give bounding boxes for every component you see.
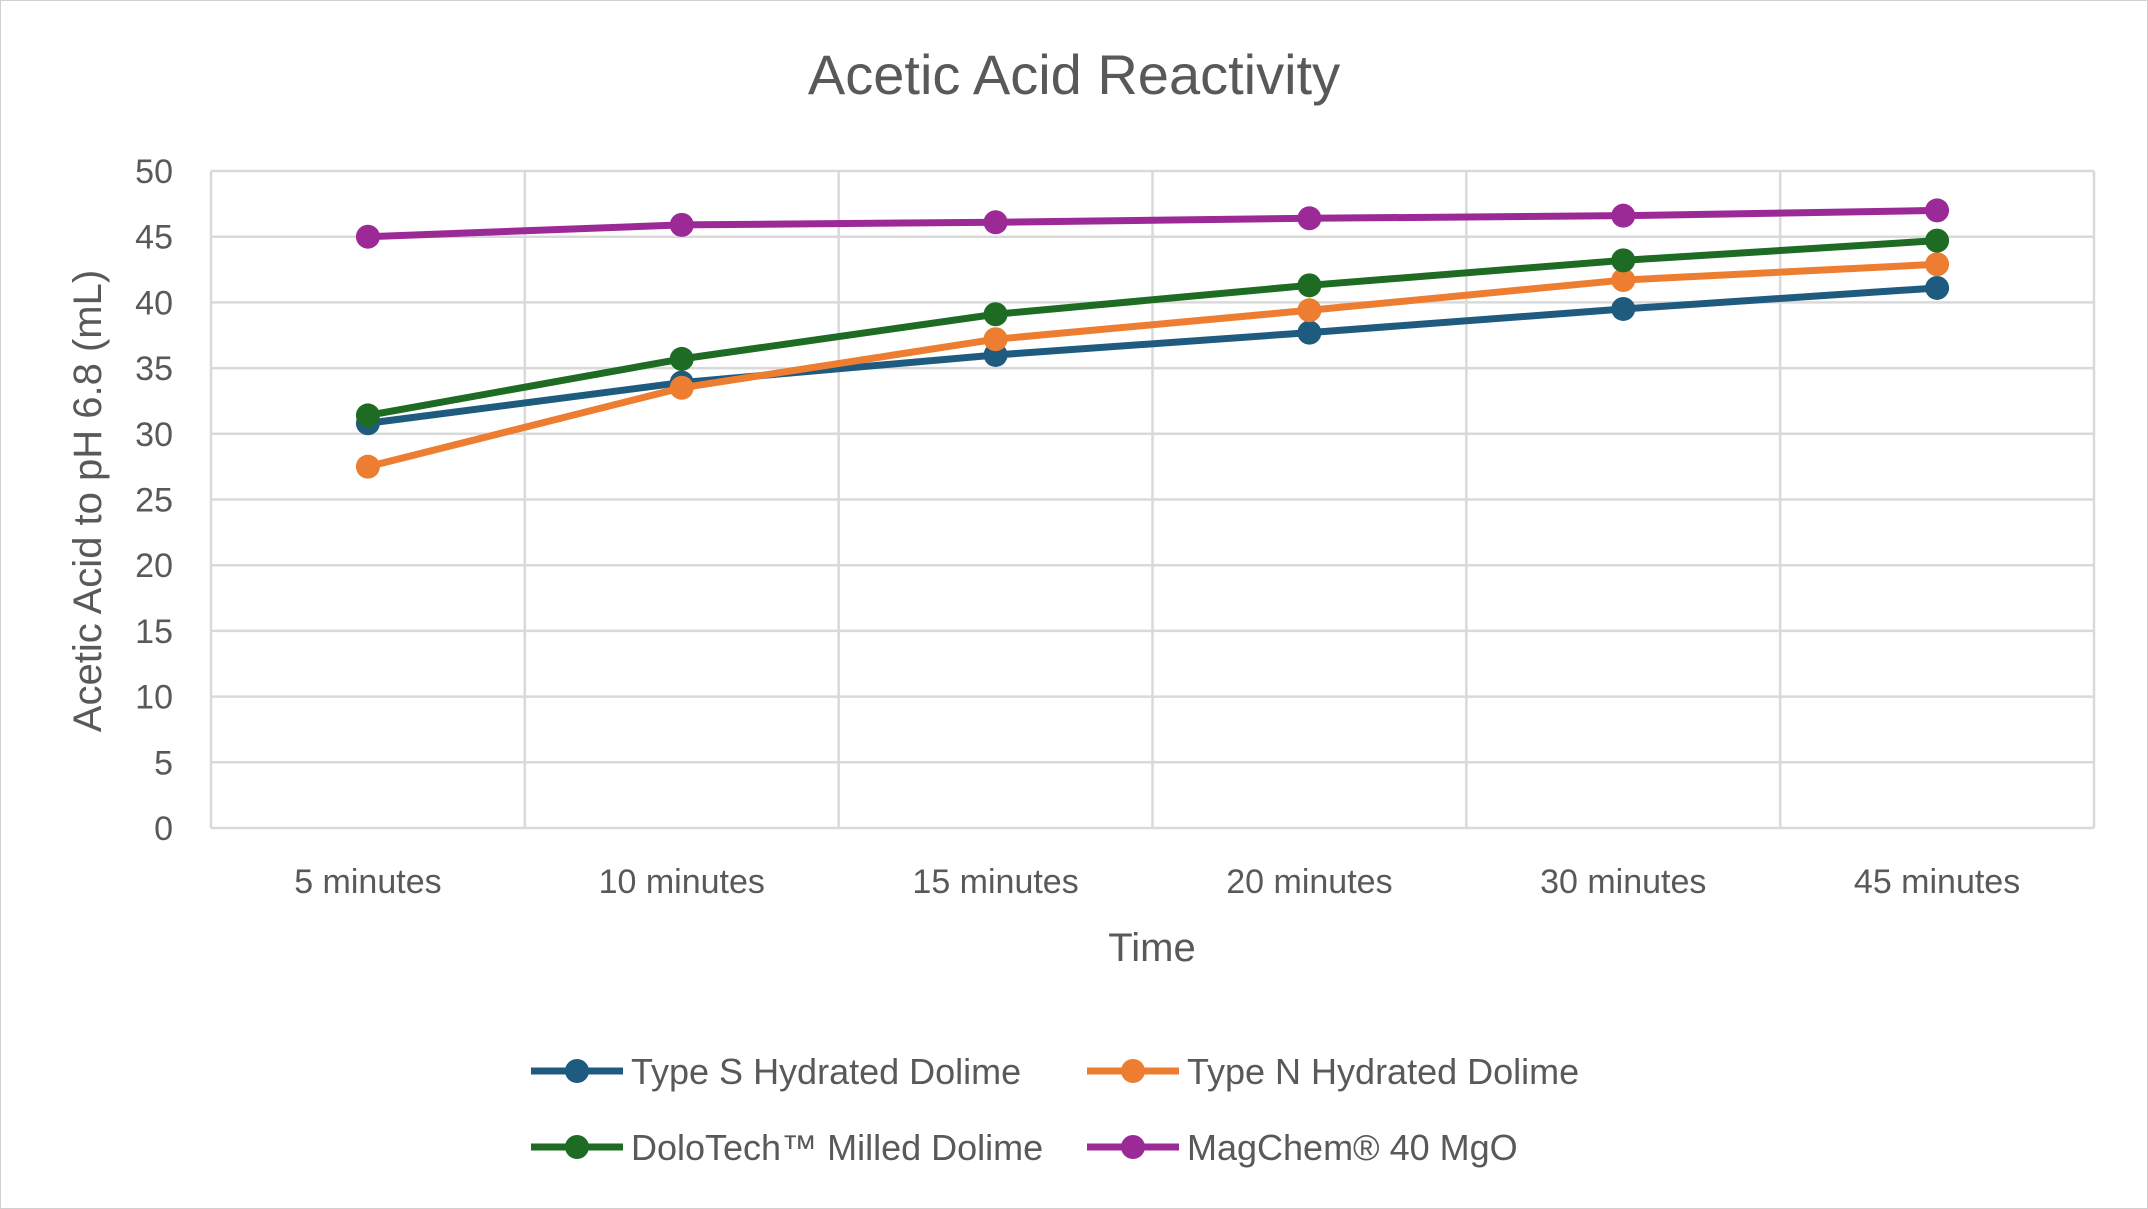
- legend-swatch-marker-3: [1121, 1135, 1145, 1159]
- y-tick-label-5: 25: [135, 482, 173, 520]
- data-point-3-4: [1611, 203, 1636, 228]
- legend-swatch-marker-1: [1121, 1059, 1145, 1083]
- y-tick-label-1: 5: [154, 744, 173, 782]
- data-point-2-4: [1611, 248, 1636, 273]
- y-tick-label-7: 35: [135, 350, 173, 388]
- legend-label-1: Type N Hydrated Dolime: [1187, 1051, 1579, 1092]
- y-tick-label-0: 0: [154, 810, 173, 848]
- data-point-0-5: [1925, 275, 1950, 300]
- legend-item-3: MagChem® 40 MgO: [1087, 1127, 1518, 1168]
- legend-item-1: Type N Hydrated Dolime: [1087, 1051, 1579, 1092]
- data-point-2-3: [1297, 273, 1322, 298]
- gridlines: [209, 169, 2096, 830]
- y-axis-ticks: 0 5 10 15 20 25 30 35 40 45 50: [135, 153, 173, 848]
- data-point-3-1: [669, 212, 694, 237]
- legend-label-3: MagChem® 40 MgO: [1187, 1127, 1518, 1168]
- legend-label-2: DoloTech™ Milled Dolime: [631, 1127, 1043, 1168]
- y-tick-label-9: 45: [135, 219, 173, 257]
- legend-label-0: Type S Hydrated Dolime: [631, 1051, 1021, 1092]
- data-point-1-0: [355, 454, 380, 479]
- data-point-2-2: [983, 302, 1008, 327]
- y-tick-label-2: 10: [135, 679, 173, 717]
- y-tick-label-4: 20: [135, 547, 173, 585]
- legend-item-0: Type S Hydrated Dolime: [531, 1051, 1021, 1092]
- chart-title: Acetic Acid Reactivity: [808, 43, 1340, 106]
- series-line-0: [364, 284, 1941, 427]
- y-axis-label: Acetic Acid to pH 6.8 (mL): [66, 270, 110, 732]
- y-tick-label-10: 50: [135, 153, 173, 191]
- x-axis-ticks: 5 minutes 10 minutes 15 minutes 20 minutes 3…: [294, 863, 2020, 901]
- data-point-2-5: [1925, 228, 1950, 253]
- series-line-3: [364, 206, 1941, 241]
- data-point-1-3: [1297, 298, 1322, 323]
- data-point-0-3: [1297, 320, 1322, 345]
- x-tick-label-1: 10 minutes: [599, 863, 765, 901]
- series-line-2: [364, 237, 1941, 419]
- series-2: [355, 228, 1950, 428]
- data-point-1-5: [1925, 252, 1950, 277]
- y-tick-label-6: 30: [135, 416, 173, 454]
- legend-swatch-marker-2: [565, 1135, 589, 1159]
- series-1: [355, 252, 1950, 479]
- data-point-1-1: [669, 375, 694, 400]
- series-3: [355, 198, 1950, 249]
- data-point-3-5: [1925, 198, 1950, 223]
- data-point-0-4: [1611, 296, 1636, 321]
- x-tick-label-0: 5 minutes: [294, 863, 441, 901]
- x-tick-label-4: 30 minutes: [1540, 863, 1706, 901]
- legend: Type S Hydrated Dolime Type N Hydrated Do…: [531, 1051, 1579, 1168]
- x-axis-label: Time: [1108, 926, 1195, 970]
- x-tick-label-5: 45 minutes: [1854, 863, 2020, 901]
- data-point-1-2: [983, 327, 1008, 352]
- data-point-2-0: [355, 403, 380, 428]
- y-tick-label-8: 40: [135, 284, 173, 322]
- data-point-3-3: [1297, 206, 1322, 231]
- data-point-1-4: [1611, 268, 1636, 293]
- x-tick-label-2: 15 minutes: [912, 863, 1078, 901]
- series-line-1: [364, 260, 1941, 471]
- data-point-2-1: [669, 346, 694, 371]
- legend-swatch-marker-0: [565, 1059, 589, 1083]
- y-tick-label-3: 15: [135, 613, 173, 651]
- legend-item-2: DoloTech™ Milled Dolime: [531, 1127, 1043, 1168]
- data-point-3-2: [983, 210, 1008, 235]
- series-layer: [355, 198, 1950, 479]
- data-point-3-0: [355, 224, 380, 249]
- x-tick-label-3: 20 minutes: [1226, 863, 1392, 901]
